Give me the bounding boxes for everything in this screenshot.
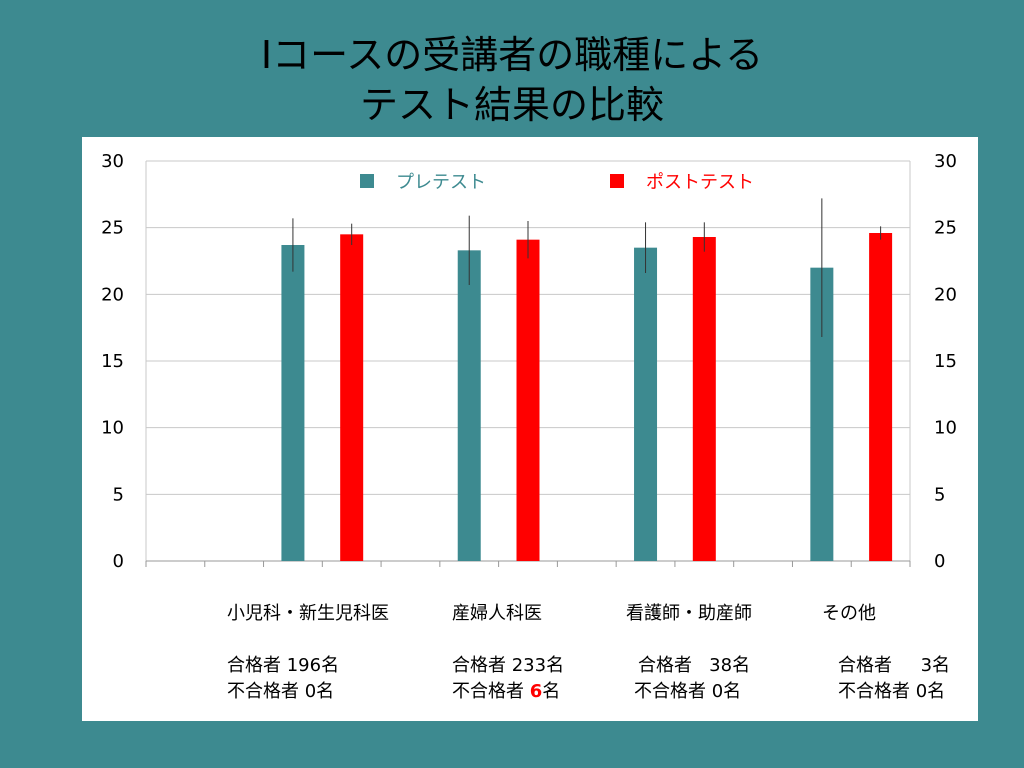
y-tick-label-right: 30 (934, 151, 957, 172)
category-label-nursing: 看護師・助産師 (626, 603, 752, 624)
fail-count: 0名 (711, 681, 742, 702)
pass-count: 3名 (920, 655, 951, 676)
y-tick-label-right: 25 (934, 218, 957, 239)
bar-posttest (340, 234, 364, 561)
legend-swatch-pretest (360, 174, 374, 188)
results-obgyn: 合格者 233名 不合格者 6名 (452, 653, 564, 705)
pass-line: 合格者 38名 (638, 653, 750, 679)
legend-label-posttest: ポストテスト (646, 172, 754, 193)
y-tick-label-right: 10 (934, 418, 957, 439)
results-pediatrics: 合格者 196名 不合格者 0名 (227, 653, 339, 705)
y-tick-label-left: 0 (113, 551, 124, 572)
category-label-other: その他 (822, 603, 876, 624)
bar-pretest (634, 247, 658, 561)
pass-label: 合格者 (838, 655, 892, 676)
fail-line: 不合格者 0名 (634, 679, 750, 705)
fail-line: 不合格者 0名 (838, 679, 950, 705)
y-tick-label-left: 15 (101, 351, 124, 372)
fail-line: 不合格者 0名 (227, 679, 339, 705)
pass-count: 38名 (709, 655, 751, 676)
y-tick-label-right: 0 (934, 551, 945, 572)
category-label-pediatrics: 小児科・新生児科医 (227, 603, 389, 624)
pass-label: 合格者 (452, 655, 506, 676)
fail-count: 6 (529, 681, 543, 702)
pass-count: 233名 (511, 655, 565, 676)
y-tick-label-right: 15 (934, 351, 957, 372)
bar-chart: 0 0 5 5 10 10 15 15 20 20 25 25 30 30 プレテスト ポストテスト (101, 151, 957, 572)
fail-label: 不合格者 (452, 681, 524, 702)
results-nursing: 合格者 38名 不合格者 0名 (634, 653, 750, 705)
fail-count: 0名 (304, 681, 335, 702)
y-tick-label-left: 20 (101, 284, 124, 305)
legend-label-pretest: プレテスト (396, 172, 486, 193)
bar-posttest (692, 237, 716, 561)
chart-panel: 0 0 5 5 10 10 15 15 20 20 25 25 30 30 プレテスト ポストテスト 小児科・… (82, 137, 978, 721)
y-tick-label-left: 25 (101, 218, 124, 239)
y-tick-label-left: 10 (101, 418, 124, 439)
fail-label: 不合格者 (634, 681, 706, 702)
fail-unit: 名 (542, 681, 561, 702)
fail-label: 不合格者 (227, 681, 299, 702)
pass-label: 合格者 (638, 655, 692, 676)
y-tick-label-right: 20 (934, 284, 957, 305)
category-label-obgyn: 産婦人科医 (452, 603, 542, 624)
bar-pretest (281, 245, 305, 561)
pass-line: 合格者 233名 (452, 653, 564, 679)
y-tick-label-right: 5 (934, 484, 945, 505)
title-line-2: テスト結果の比較 (359, 83, 664, 127)
bar-posttest (869, 233, 893, 561)
y-tick-label-left: 30 (101, 151, 124, 172)
bar-pretest (810, 267, 834, 561)
legend-swatch-posttest (610, 174, 624, 188)
bar-pretest (457, 250, 481, 561)
pass-count: 196名 (286, 655, 340, 676)
pass-line: 合格者 196名 (227, 653, 339, 679)
results-other: 合格者 3名 不合格者 0名 (838, 653, 950, 705)
fail-line: 不合格者 6名 (452, 679, 564, 705)
fail-label: 不合格者 (838, 681, 910, 702)
bar-posttest (516, 239, 540, 561)
title-line-1: Ⅰコースの受講者の職種による (260, 33, 764, 77)
pass-line: 合格者 3名 (838, 653, 950, 679)
y-tick-label-left: 5 (113, 484, 124, 505)
fail-count: 0名 (915, 681, 946, 702)
pass-label: 合格者 (227, 655, 281, 676)
